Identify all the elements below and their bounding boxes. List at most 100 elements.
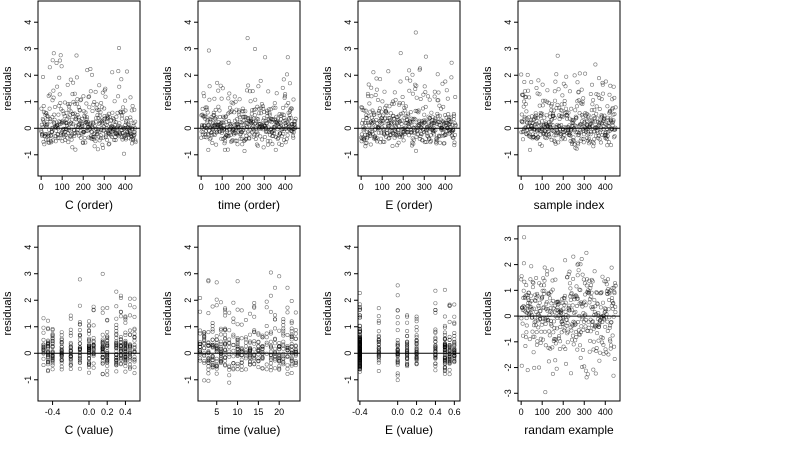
data-point	[559, 123, 564, 128]
data-point	[132, 350, 137, 355]
data-point	[607, 92, 612, 97]
data-point	[114, 322, 119, 327]
data-point	[563, 84, 568, 89]
data-point	[569, 328, 574, 333]
data-point	[50, 363, 55, 368]
data-point	[590, 319, 595, 324]
data-point	[202, 337, 207, 342]
data-point	[103, 133, 108, 138]
data-point	[61, 111, 66, 116]
data-point	[227, 354, 232, 359]
data-point	[448, 119, 453, 124]
data-point	[519, 274, 524, 279]
x-tick-label: 400	[278, 182, 293, 192]
data-point	[579, 87, 584, 92]
data-point	[395, 283, 400, 288]
data-point	[214, 297, 219, 302]
data-point	[406, 113, 411, 118]
data-point	[452, 321, 457, 326]
data-point	[447, 115, 452, 120]
data-point	[268, 309, 273, 314]
data-point	[123, 137, 128, 142]
data-point	[83, 110, 88, 115]
y-tick-label: 3	[503, 46, 513, 51]
data-point	[435, 113, 440, 118]
data-point	[212, 96, 217, 101]
data-point	[100, 346, 105, 351]
data-point	[606, 352, 611, 357]
data-point	[271, 105, 276, 110]
data-point	[418, 131, 423, 136]
data-point	[123, 357, 128, 362]
data-point	[202, 94, 207, 99]
x-tick-label: 300	[97, 182, 112, 192]
data-point	[523, 305, 528, 310]
data-point	[579, 136, 584, 141]
data-point	[594, 111, 599, 116]
data-point	[395, 359, 400, 364]
data-point	[527, 147, 532, 152]
data-point	[206, 358, 211, 363]
data-point	[405, 320, 410, 325]
data-point	[376, 339, 381, 344]
data-point	[198, 358, 203, 363]
data-point	[123, 359, 128, 364]
data-point	[264, 335, 269, 340]
data-point	[41, 337, 46, 342]
data-point	[528, 293, 533, 298]
data-point	[584, 375, 589, 380]
data-point	[97, 83, 102, 88]
data-point	[538, 308, 543, 313]
data-point	[261, 118, 266, 123]
y-tick-label: -1	[183, 376, 193, 384]
data-point	[239, 308, 244, 313]
data-point	[210, 304, 215, 309]
y-tick-label: 4	[503, 20, 513, 25]
data-point	[592, 298, 597, 303]
data-point	[589, 82, 594, 87]
data-point	[87, 339, 92, 344]
data-point	[265, 142, 270, 147]
data-point	[550, 371, 555, 376]
data-point	[580, 364, 585, 369]
data-point	[521, 261, 526, 266]
data-point	[281, 342, 286, 347]
data-point	[243, 317, 248, 322]
data-point	[377, 106, 382, 111]
data-point	[533, 319, 538, 324]
data-point	[256, 84, 261, 89]
data-point	[239, 336, 244, 341]
data-point	[128, 356, 133, 361]
data-point	[592, 107, 597, 112]
data-point	[227, 380, 232, 385]
data-point	[105, 329, 110, 334]
data-point	[405, 314, 410, 319]
data-point	[128, 365, 133, 370]
data-point	[526, 88, 531, 93]
data-point	[568, 133, 573, 138]
data-point	[222, 147, 227, 152]
data-point	[380, 118, 385, 123]
data-point	[280, 105, 285, 110]
data-point	[538, 122, 543, 127]
data-point	[132, 296, 137, 301]
data-point	[405, 333, 410, 338]
data-point	[77, 327, 82, 332]
data-point	[132, 365, 137, 370]
data-point	[528, 118, 533, 123]
data-point	[289, 337, 294, 342]
data-point	[268, 368, 273, 373]
data-point	[562, 296, 567, 301]
data-point	[68, 344, 73, 349]
data-point	[268, 331, 273, 336]
data-point	[577, 332, 582, 337]
data-point	[214, 346, 219, 351]
data-point	[281, 356, 286, 361]
data-point	[611, 301, 616, 306]
data-point	[395, 353, 400, 358]
data-point	[433, 343, 438, 348]
data-point	[414, 314, 419, 319]
data-point	[556, 87, 561, 92]
x-axis-label: C (order)	[65, 198, 113, 212]
